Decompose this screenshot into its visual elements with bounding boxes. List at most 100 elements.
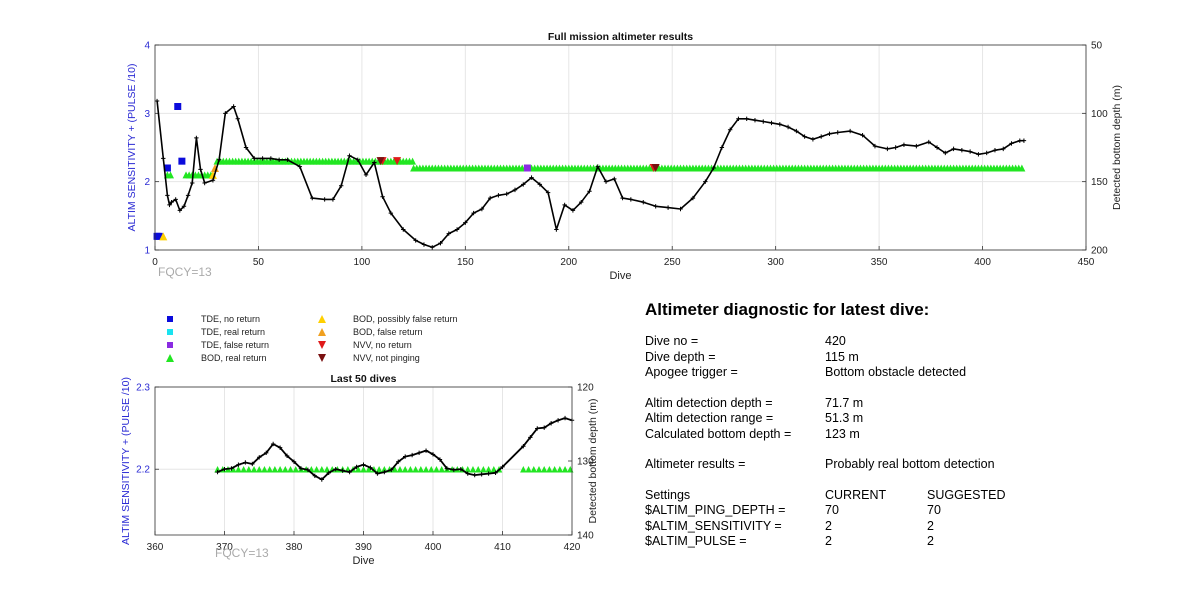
chart0-depth-point — [421, 242, 427, 247]
chart0-bod-real-marker — [167, 171, 175, 179]
chart0-depth-point — [202, 180, 207, 186]
dive-no-label: Dive no = — [645, 334, 699, 348]
chart0-axes-frame — [154, 44, 1087, 251]
chart0-xtick-label: 400 — [974, 257, 991, 268]
ping-depth-suggested: 70 — [927, 503, 941, 517]
chart1-depth-point — [312, 473, 318, 478]
apogee-row: Apogee trigger = Bottom obstacle detecte… — [645, 365, 1165, 381]
chart0-depth-point — [297, 164, 303, 169]
ping-depth-current: 70 — [825, 503, 839, 517]
chart1-depth-point — [284, 453, 290, 459]
chart0-depth-point — [198, 167, 203, 172]
chart0-depth-point — [761, 119, 766, 124]
chart1-depth-point — [521, 444, 526, 449]
chart1-depth-point — [465, 471, 470, 476]
pulse-label: $ALTIM_PULSE = — [645, 534, 747, 548]
chart1-bod-real-marker — [292, 465, 299, 473]
chart1-bod-real-marker — [240, 465, 247, 473]
chart0-depth-point — [934, 145, 940, 150]
chart0-depth-point — [901, 142, 907, 147]
chart0-depth-point — [512, 187, 518, 193]
chart1-xtick-label: 360 — [147, 542, 164, 553]
chart1-depth-point — [236, 462, 241, 467]
legend-label: TDE, no return — [201, 314, 260, 324]
chart0-depth-point — [719, 145, 725, 150]
chart0-depth-point — [446, 231, 451, 236]
chart1-bod-real-marker — [396, 465, 404, 473]
chart1-bod-real-marker — [556, 465, 564, 473]
chart0-depth-point — [860, 133, 865, 138]
sensitivity-label: $ALTIM_SENSITIVITY = — [645, 518, 782, 533]
chart1-depth-point — [500, 464, 505, 470]
chart0-depth-point — [1017, 138, 1022, 143]
chart0-depth-point — [562, 202, 567, 208]
chart0-depth-point — [401, 227, 406, 232]
chart0-depth-point — [413, 238, 418, 243]
ping-depth-label: $ALTIM_PING_DEPTH = — [645, 503, 786, 517]
chart1-bod-real-marker — [428, 465, 435, 473]
chart0-depth-point — [992, 148, 998, 153]
chart1-bod-real-marker — [546, 465, 553, 473]
chart0-plot-area — [155, 45, 1086, 250]
chart1-bod-real-marker — [417, 465, 425, 473]
chart1-depth-point — [250, 461, 255, 467]
chart0-depth-point — [479, 206, 485, 212]
chart0-depth-point — [223, 111, 228, 116]
chart1-depth-point — [277, 445, 283, 450]
chart0-depth-point — [1009, 141, 1014, 146]
chart1-bod-real-marker — [422, 465, 430, 473]
chart0-depth-point — [243, 145, 249, 150]
chart0-depth-point — [388, 210, 394, 216]
chart1-depth-point — [416, 450, 422, 456]
sensitivity-suggested: 2 — [927, 518, 934, 533]
chart0-depth-point — [885, 146, 890, 152]
dive-no-value: 420 — [825, 334, 846, 348]
chart0-depth-point — [322, 197, 327, 202]
chart1-xtick-label: 390 — [355, 542, 372, 553]
chart1-depth-point — [257, 455, 262, 460]
chart0-marker-tde-no-return — [163, 164, 171, 172]
chart0-depth-point — [914, 143, 919, 149]
chart0-depth-point — [177, 208, 183, 213]
chart0-ytick-label: 2 — [144, 177, 150, 188]
chart0-depth-point — [777, 122, 783, 127]
chart1-xtick-label: 420 — [564, 542, 581, 553]
chart1-xtick-label: 410 — [494, 542, 511, 553]
chart1-depth-point — [444, 466, 450, 471]
chart1-y2tick-label: 120 — [577, 383, 594, 394]
legend-label: NVV, no return — [353, 340, 412, 350]
chart0-marker-bod-possibly-false — [159, 232, 168, 241]
chart1-depth-point — [548, 421, 554, 426]
chart0-marker-bod-false — [210, 164, 219, 172]
chart1-depth-point — [347, 469, 352, 475]
legend-label: BOD, real return — [201, 353, 267, 363]
chart1-bod-real-marker — [261, 465, 268, 473]
results-row: Altimeter results = Probably real bottom… — [645, 457, 1165, 473]
chart1-bod-real-marker — [271, 465, 279, 473]
chart0-depth-point — [169, 199, 174, 205]
pulse-suggested: 2 — [927, 534, 934, 548]
chart0-depth-point — [521, 182, 526, 187]
chart0-depth-point — [347, 153, 352, 158]
chart1-depth-point — [493, 470, 498, 476]
chart0-depth-point — [173, 197, 178, 202]
chart0-y2tick-label: 100 — [1091, 109, 1108, 120]
chart0-depth-point — [339, 183, 344, 188]
chart0-depth-point — [154, 98, 160, 104]
chart0-depth-point — [285, 157, 290, 162]
chart1-depth-point — [375, 471, 380, 476]
chart1-bod-real-marker — [407, 465, 414, 473]
chart0-depth-point — [372, 160, 377, 165]
chart1-bod-real-marker — [485, 465, 492, 473]
detection-range-value: 51.3 m — [825, 411, 864, 425]
chart1-depth-point — [528, 435, 533, 440]
legend-marker-bod-possibly-false — [318, 315, 326, 323]
chart0-depth-point — [802, 134, 807, 139]
legend-label: BOD, possibly false return — [353, 314, 458, 324]
chart1-bod-real-marker — [375, 465, 383, 473]
chart1-ylabel: ALTIM SENSITIVITY + (PULSE /10) — [120, 377, 132, 545]
chart0-depth-point — [380, 194, 385, 199]
chart0-depth-point — [1021, 138, 1027, 143]
chart0-depth-point — [185, 193, 191, 198]
chart0-depth-point — [276, 157, 282, 162]
